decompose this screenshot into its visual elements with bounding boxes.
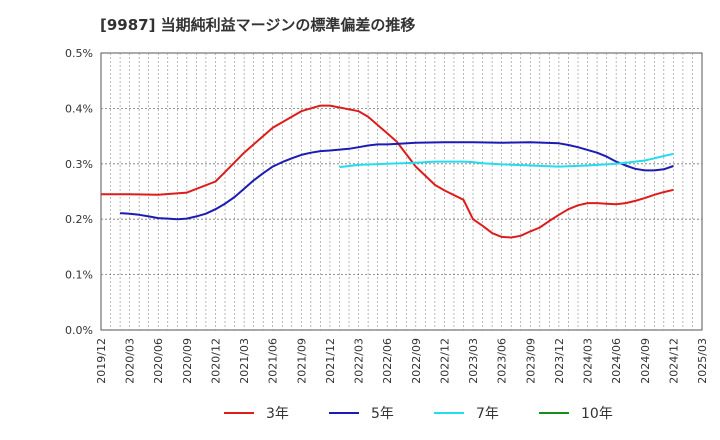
series-layer [101, 104, 674, 239]
x-tick-label: 2022/09 [410, 338, 423, 384]
x-tick-label: 2021/06 [267, 338, 280, 384]
y-tick-label: 0.3% [65, 158, 93, 171]
series-line-5年 [120, 141, 674, 221]
x-tick-label: 2022/06 [381, 338, 394, 384]
y-tick-label: 0.1% [65, 269, 93, 282]
series-line-7年 [339, 152, 674, 169]
x-tick-label: 2025/03 [696, 338, 709, 384]
x-tick-label: 2021/09 [295, 338, 308, 384]
chart-title: [9987] 当期純利益マージンの標準偏差の推移 [100, 16, 416, 34]
y-tick-label: 0.0% [65, 324, 93, 337]
x-tick-label: 2022/03 [353, 338, 366, 384]
x-tick-label: 2019/12 [95, 338, 108, 384]
series-line-3年 [101, 104, 674, 239]
legend-label: 5年 [371, 406, 394, 422]
x-tick-label: 2022/12 [438, 338, 451, 384]
x-tick-label: 2020/03 [124, 338, 137, 384]
x-tick-label: 2024/09 [639, 338, 652, 384]
legend-label: 3年 [266, 406, 289, 422]
legend-label: 10年 [581, 406, 613, 422]
x-tick-label: 2024/03 [582, 338, 595, 384]
x-tick-label: 2023/06 [496, 338, 509, 384]
x-tick-label: 2023/09 [524, 338, 537, 384]
legend: 3年 5年 7年 10年 [224, 406, 613, 422]
y-tick-label: 0.4% [65, 102, 93, 115]
x-tick-label: 2021/12 [324, 338, 337, 384]
y-tick-label: 0.2% [65, 213, 93, 226]
x-tick-label: 2020/06 [152, 338, 165, 384]
x-tick-label: 2020/09 [181, 338, 194, 384]
x-tick-label: 2023/12 [553, 338, 566, 384]
plot-frame [100, 52, 703, 331]
x-tick-label: 2023/03 [467, 338, 480, 384]
x-tick-label: 2020/12 [209, 338, 222, 384]
axis-layer: 0.0% 0.1% 0.2% 0.3% 0.4% 0.5% 2019/12 2020/03 20… [65, 47, 709, 384]
legend-label: 7年 [476, 406, 499, 422]
x-tick-label: 2024/06 [610, 338, 623, 384]
x-tick-label: 2021/03 [238, 338, 251, 384]
y-tick-label: 0.5% [65, 47, 93, 60]
x-tick-label: 2024/12 [667, 338, 680, 384]
